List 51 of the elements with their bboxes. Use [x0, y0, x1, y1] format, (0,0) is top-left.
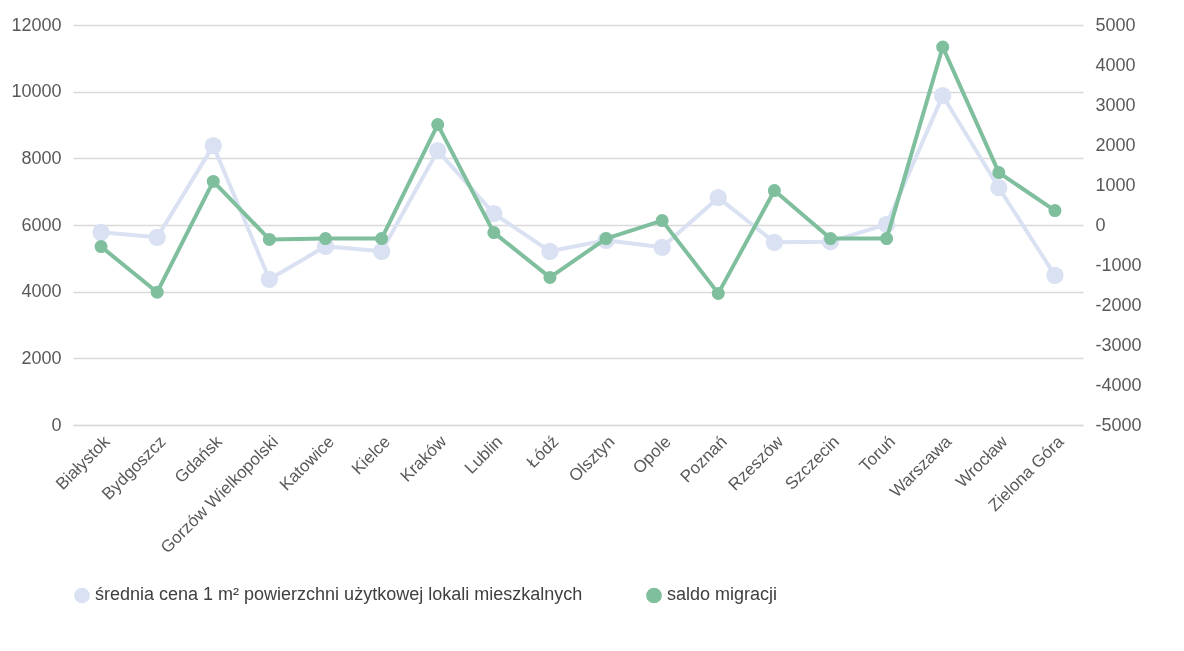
point	[150, 285, 164, 299]
legend-label: saldo migracji	[667, 584, 778, 605]
point	[204, 137, 222, 155]
y2-tick-label: 4000	[1095, 54, 1136, 75]
point	[767, 184, 781, 198]
point	[823, 232, 838, 246]
y2-tick-label: -1000	[1095, 254, 1142, 275]
point	[653, 238, 671, 256]
point	[262, 232, 276, 246]
point	[431, 118, 445, 132]
point	[765, 233, 784, 251]
y-tick-label: 10000	[11, 81, 62, 102]
point	[1046, 266, 1064, 284]
y-tick-label: 12000	[11, 14, 62, 35]
point	[541, 242, 559, 260]
point	[260, 270, 279, 288]
y2-tick-label: 0	[1095, 214, 1106, 235]
y2-tick-label: -2000	[1095, 294, 1142, 315]
y-tick-label: 8000	[21, 147, 62, 168]
point	[934, 87, 952, 105]
point	[711, 286, 725, 300]
y2-tick-label: -3000	[1095, 334, 1142, 355]
point	[880, 232, 894, 246]
point	[92, 223, 110, 241]
point	[936, 40, 950, 54]
point	[372, 242, 391, 260]
point	[992, 166, 1006, 180]
point	[206, 174, 220, 188]
point	[990, 179, 1008, 197]
point	[375, 232, 389, 246]
point	[429, 142, 447, 160]
y2-tick-label: -5000	[1095, 414, 1142, 435]
point	[709, 189, 727, 207]
point	[485, 205, 503, 223]
y2-tick-label: -4000	[1095, 374, 1142, 395]
point	[148, 228, 166, 246]
point	[543, 270, 557, 284]
point	[1048, 204, 1062, 218]
point	[318, 232, 333, 246]
point	[94, 240, 108, 254]
y2-tick-label: 3000	[1095, 94, 1136, 115]
point	[655, 214, 669, 228]
y2-tick-label: 5000	[1095, 14, 1136, 35]
legend-label: średnia cena 1 m² powierzchni użytkowej lokali mieszkalnych	[95, 584, 583, 605]
y2-tick-label: 2000	[1095, 134, 1136, 155]
y2-tick-label: 1000	[1095, 174, 1136, 195]
y-tick-label: 6000	[21, 214, 62, 235]
y-tick-label: 0	[51, 414, 62, 435]
y-tick-label: 2000	[21, 347, 62, 368]
y-tick-label: 4000	[21, 281, 62, 302]
point	[487, 226, 501, 240]
